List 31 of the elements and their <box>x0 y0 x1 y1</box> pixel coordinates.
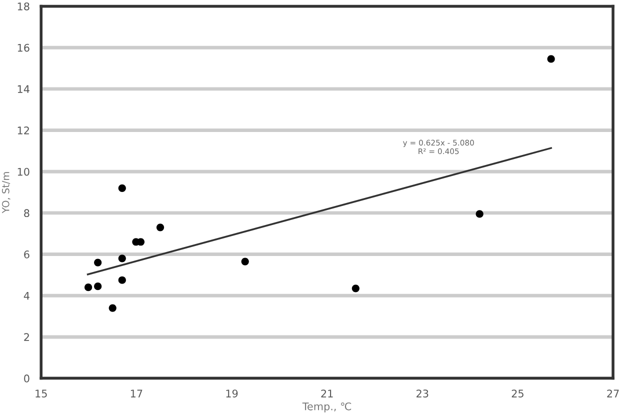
y-tick-label: 16 <box>18 44 30 52</box>
point <box>118 254 126 262</box>
point <box>352 284 360 292</box>
point <box>94 282 102 290</box>
y-tick-label: 4 <box>24 292 30 300</box>
y-tick-label: 10 <box>18 168 30 176</box>
y-tick-label: 2 <box>24 333 29 341</box>
y-tick-label: 14 <box>18 85 30 93</box>
x-tick-label: 27 <box>607 390 619 398</box>
point <box>84 284 92 292</box>
x-axis-title: Temp., ℃ <box>302 402 352 412</box>
point <box>94 258 102 266</box>
x-tick-label: 19 <box>226 390 238 398</box>
y-tick-label: 6 <box>24 250 30 258</box>
point <box>241 258 249 266</box>
point <box>476 210 484 218</box>
y-tick-label: 12 <box>18 126 29 134</box>
x-tick-label: 25 <box>512 390 524 398</box>
x-tick-label: 21 <box>321 390 333 398</box>
x-tick-label: 23 <box>416 390 428 398</box>
point <box>547 55 555 63</box>
x-tick-label: 17 <box>130 390 142 398</box>
x-tick-label: 15 <box>36 390 47 398</box>
point <box>156 224 164 232</box>
point <box>108 304 116 312</box>
y-axis-title: YO, St/m <box>2 172 10 214</box>
y-tick-label: 8 <box>24 209 30 218</box>
point <box>118 184 126 192</box>
y-tick-label: 0 <box>24 374 30 382</box>
y-tick-label: 18 <box>18 2 30 10</box>
point <box>118 276 126 284</box>
